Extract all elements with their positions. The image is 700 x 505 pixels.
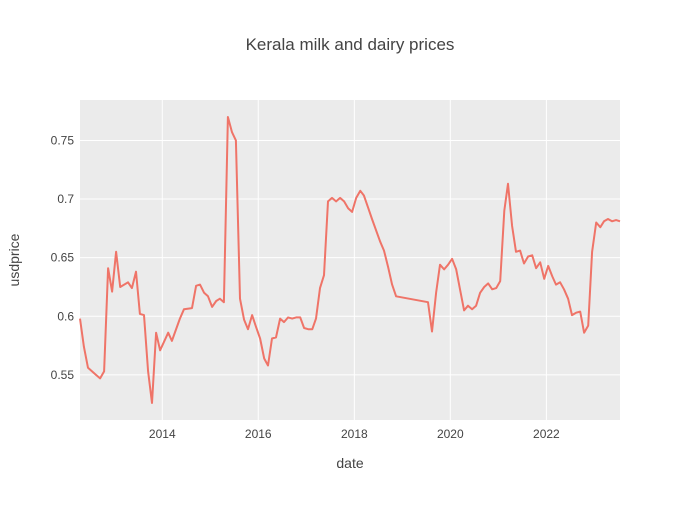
x-tick-label: 2022 xyxy=(533,427,560,441)
y-tick-label: 0.7 xyxy=(57,192,74,206)
x-tick-label: 2014 xyxy=(149,427,176,441)
gridlines xyxy=(80,100,620,420)
y-tick-label: 0.6 xyxy=(57,309,74,323)
series-line xyxy=(79,116,621,404)
y-axis-tick-labels: 0.55 0.6 0.65 0.7 0.75 xyxy=(51,133,75,381)
plot-area xyxy=(80,100,620,420)
y-tick-label: 0.55 xyxy=(51,368,75,382)
x-axis-tick-labels: 2014 2016 2018 2020 2022 xyxy=(149,427,560,441)
x-tick-label: 2018 xyxy=(341,427,368,441)
series-layer xyxy=(79,116,621,404)
x-tick-label: 2020 xyxy=(437,427,464,441)
y-tick-label: 0.75 xyxy=(51,133,75,147)
chart-title: Kerala milk and dairy prices xyxy=(246,35,455,54)
x-tick-label: 2016 xyxy=(245,427,272,441)
x-axis-label: date xyxy=(336,455,363,471)
y-axis-label: usdprice xyxy=(6,233,22,286)
y-tick-label: 0.65 xyxy=(51,251,75,265)
